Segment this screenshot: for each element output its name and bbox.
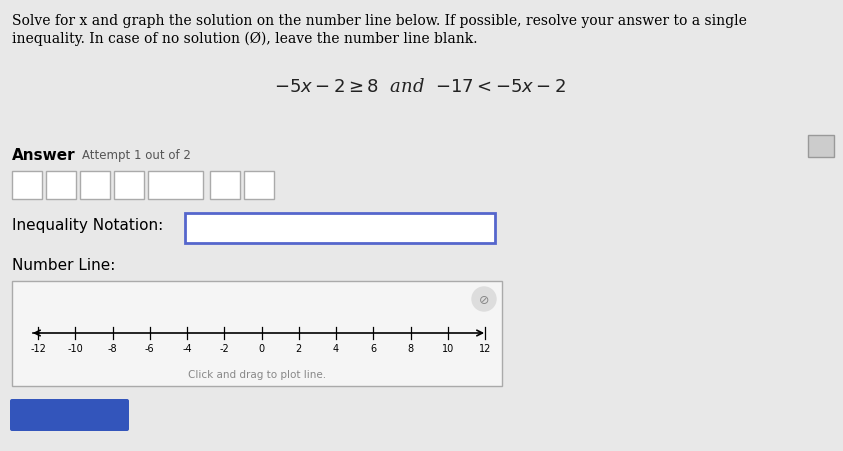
Text: 2: 2 [296, 343, 302, 353]
Text: Submit Answer: Submit Answer [16, 410, 122, 423]
Text: 10: 10 [442, 343, 454, 353]
Circle shape [472, 287, 496, 311]
Text: Click and drag to plot line.: Click and drag to plot line. [188, 369, 326, 379]
Text: 8: 8 [407, 343, 414, 353]
Text: ≤: ≤ [89, 179, 101, 193]
Text: $-5x - 2 \geq 8$  and  $-17 < -5x - 2$: $-5x - 2 \geq 8$ and $-17 < -5x - 2$ [274, 78, 566, 96]
Text: Ø: Ø [219, 179, 230, 193]
Text: 4: 4 [333, 343, 339, 353]
FancyBboxPatch shape [114, 172, 144, 199]
FancyBboxPatch shape [210, 172, 240, 199]
Text: or: or [169, 179, 183, 193]
Text: Inequality Notation:: Inequality Notation: [12, 217, 164, 232]
Text: >: > [55, 179, 67, 193]
Text: R: R [255, 179, 264, 193]
Text: Attempt 1 out of 2: Attempt 1 out of 2 [82, 149, 191, 161]
Text: 6: 6 [370, 343, 376, 353]
Text: Answer: Answer [12, 147, 76, 163]
Text: 12: 12 [479, 343, 491, 353]
FancyBboxPatch shape [12, 281, 502, 386]
Text: -4: -4 [182, 343, 192, 353]
Text: -12: -12 [30, 343, 46, 353]
FancyBboxPatch shape [148, 172, 203, 199]
FancyBboxPatch shape [80, 172, 110, 199]
Text: -2: -2 [219, 343, 229, 353]
Text: 0: 0 [259, 343, 265, 353]
Text: ≥: ≥ [123, 179, 135, 193]
Text: inequality. In case of no solution (Ø), leave the number line blank.: inequality. In case of no solution (Ø), … [12, 32, 477, 46]
FancyBboxPatch shape [808, 136, 834, 158]
FancyBboxPatch shape [185, 213, 495, 244]
Text: Number Line:: Number Line: [12, 258, 115, 272]
Text: -6: -6 [145, 343, 154, 353]
FancyBboxPatch shape [10, 399, 129, 431]
FancyBboxPatch shape [244, 172, 274, 199]
Text: Solve for x and graph the solution on the number line below. If possible, resolv: Solve for x and graph the solution on th… [12, 14, 747, 28]
Text: <: < [21, 179, 33, 193]
FancyBboxPatch shape [12, 172, 42, 199]
Text: -8: -8 [108, 343, 117, 353]
FancyBboxPatch shape [46, 172, 76, 199]
Text: ⊘: ⊘ [479, 294, 489, 307]
Text: -10: -10 [67, 343, 83, 353]
